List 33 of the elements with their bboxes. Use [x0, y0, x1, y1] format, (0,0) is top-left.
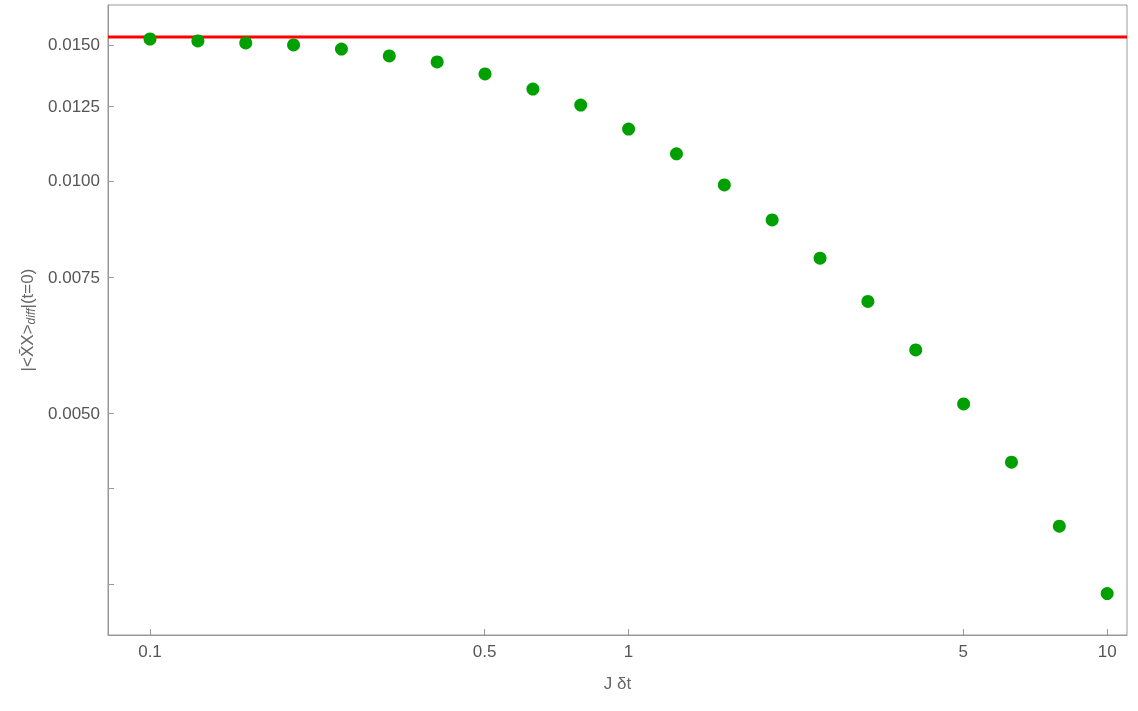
point: [622, 122, 636, 136]
point: [430, 55, 444, 69]
point: [765, 213, 779, 227]
y-tick-label: 0.0100: [48, 171, 100, 191]
point: [1100, 587, 1114, 600]
point: [334, 42, 348, 56]
point: [1052, 519, 1066, 533]
x-axis-title: J δt: [603, 674, 632, 693]
point: [909, 343, 923, 357]
y-axis-title: |<X̄X>diff|(t=0): [17, 268, 39, 372]
x-tick-label: 0.5: [472, 642, 497, 661]
point: [382, 49, 396, 63]
point: [1005, 455, 1018, 469]
point: [478, 67, 492, 81]
point: [813, 251, 827, 265]
x-tick-label: 0.1: [138, 642, 162, 661]
y-tick-label: 0.0075: [48, 267, 100, 287]
point: [861, 294, 875, 308]
y-tick-label: 0.0125: [48, 96, 100, 116]
x-tick-label: 1: [623, 642, 634, 661]
point: [717, 178, 731, 192]
x-tick-label: 5: [958, 642, 968, 661]
point: [669, 147, 683, 161]
point: [526, 82, 540, 96]
point: [574, 98, 588, 112]
point: [957, 397, 971, 411]
x-tick-label: 10: [1097, 642, 1117, 661]
point: [143, 32, 157, 46]
point: [239, 36, 253, 50]
y-tick-label: 0.0150: [48, 35, 100, 55]
point: [287, 38, 301, 52]
y-tick-label: 0.0050: [48, 403, 100, 423]
point: [191, 34, 205, 48]
